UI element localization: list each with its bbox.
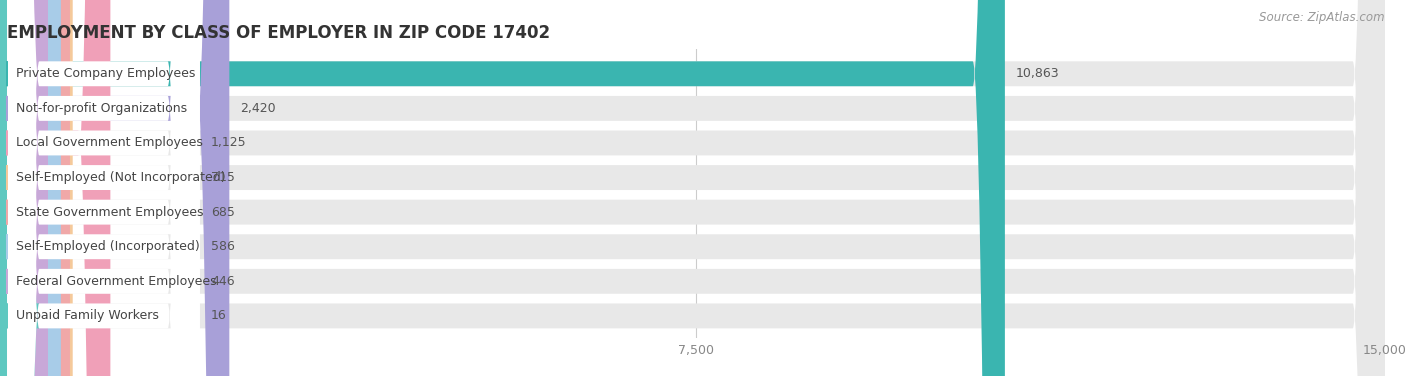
FancyBboxPatch shape bbox=[7, 0, 70, 376]
FancyBboxPatch shape bbox=[7, 0, 60, 376]
FancyBboxPatch shape bbox=[7, 0, 1385, 376]
FancyBboxPatch shape bbox=[7, 0, 200, 376]
Text: Not-for-profit Organizations: Not-for-profit Organizations bbox=[17, 102, 187, 115]
FancyBboxPatch shape bbox=[7, 0, 1385, 376]
FancyBboxPatch shape bbox=[7, 0, 1005, 376]
FancyBboxPatch shape bbox=[7, 0, 1385, 376]
FancyBboxPatch shape bbox=[7, 0, 200, 376]
Text: State Government Employees: State Government Employees bbox=[17, 206, 204, 219]
FancyBboxPatch shape bbox=[7, 0, 200, 376]
FancyBboxPatch shape bbox=[7, 0, 1385, 376]
FancyBboxPatch shape bbox=[7, 0, 200, 376]
FancyBboxPatch shape bbox=[7, 0, 1385, 376]
Text: Self-Employed (Not Incorporated): Self-Employed (Not Incorporated) bbox=[17, 171, 226, 184]
FancyBboxPatch shape bbox=[0, 0, 39, 376]
FancyBboxPatch shape bbox=[7, 0, 1385, 376]
FancyBboxPatch shape bbox=[7, 0, 229, 376]
FancyBboxPatch shape bbox=[7, 0, 111, 376]
Text: Local Government Employees: Local Government Employees bbox=[17, 136, 202, 150]
Text: 685: 685 bbox=[211, 206, 235, 219]
FancyBboxPatch shape bbox=[7, 0, 73, 376]
Text: 586: 586 bbox=[211, 240, 235, 253]
Text: EMPLOYMENT BY CLASS OF EMPLOYER IN ZIP CODE 17402: EMPLOYMENT BY CLASS OF EMPLOYER IN ZIP C… bbox=[7, 24, 550, 42]
Text: 16: 16 bbox=[211, 309, 226, 322]
Text: Unpaid Family Workers: Unpaid Family Workers bbox=[17, 309, 159, 322]
Text: 1,125: 1,125 bbox=[211, 136, 246, 150]
Text: 10,863: 10,863 bbox=[1017, 67, 1060, 80]
Text: 446: 446 bbox=[211, 275, 235, 288]
FancyBboxPatch shape bbox=[7, 0, 200, 376]
FancyBboxPatch shape bbox=[7, 0, 1385, 376]
FancyBboxPatch shape bbox=[7, 0, 48, 376]
Text: 715: 715 bbox=[211, 171, 235, 184]
Text: Source: ZipAtlas.com: Source: ZipAtlas.com bbox=[1260, 11, 1385, 24]
Text: Federal Government Employees: Federal Government Employees bbox=[17, 275, 217, 288]
Text: Private Company Employees: Private Company Employees bbox=[17, 67, 195, 80]
FancyBboxPatch shape bbox=[7, 0, 1385, 376]
FancyBboxPatch shape bbox=[7, 0, 200, 376]
FancyBboxPatch shape bbox=[7, 0, 200, 376]
Text: 2,420: 2,420 bbox=[240, 102, 276, 115]
Text: Self-Employed (Incorporated): Self-Employed (Incorporated) bbox=[17, 240, 200, 253]
FancyBboxPatch shape bbox=[7, 0, 200, 376]
